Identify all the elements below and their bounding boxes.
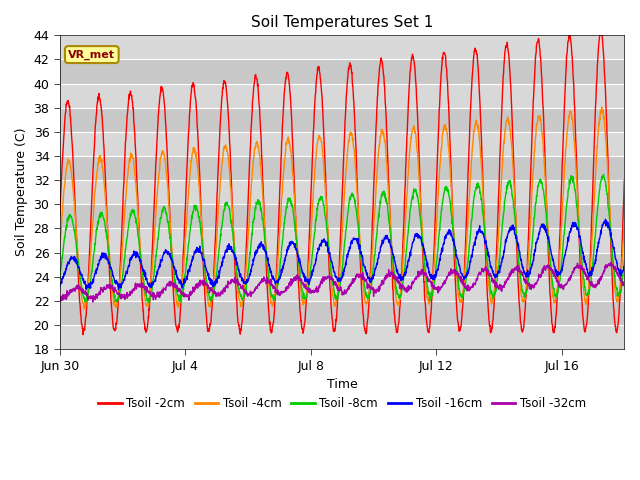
Bar [60,204,624,228]
Title: Soil Temperatures Set 1: Soil Temperatures Set 1 [251,15,433,30]
Tsoil -4cm [268,300,275,305]
Tsoil -16cm [88,281,96,287]
Tsoil -8cm [620,257,628,263]
Tsoil -16cm [115,287,122,293]
Bar [60,84,624,108]
Tsoil -16cm [442,233,449,239]
Bar [60,276,624,301]
Tsoil -16cm [287,242,294,248]
Tsoil -4cm [289,174,297,180]
Tsoil -2cm [597,28,605,34]
Bar [60,156,624,180]
Tsoil -16cm [289,240,297,245]
Tsoil -16cm [56,284,64,289]
Tsoil -32cm [289,276,297,282]
Tsoil -4cm [598,104,605,110]
Tsoil -16cm [268,268,275,274]
Tsoil -32cm [607,260,614,265]
Bar [60,60,624,84]
Bar [60,36,624,60]
Tsoil -16cm [602,216,609,222]
Bar [60,325,624,349]
Tsoil -16cm [620,267,628,273]
Tsoil -32cm [287,279,294,285]
Bar [60,301,624,325]
Tsoil -2cm [56,213,64,218]
Bar [60,252,624,276]
Tsoil -8cm [268,293,275,299]
Tsoil -32cm [620,281,628,287]
Tsoil -8cm [88,266,96,272]
Tsoil -32cm [442,278,449,284]
Tsoil -4cm [177,292,184,298]
Line: Tsoil -4cm: Tsoil -4cm [60,107,624,309]
Text: VR_met: VR_met [68,49,115,60]
Tsoil -32cm [88,294,96,300]
Tsoil -2cm [287,95,294,101]
Legend: Tsoil -2cm, Tsoil -4cm, Tsoil -8cm, Tsoil -16cm, Tsoil -32cm: Tsoil -2cm, Tsoil -4cm, Tsoil -8cm, Tsoi… [93,393,591,415]
Tsoil -8cm [600,171,607,177]
Tsoil -32cm [56,295,64,301]
Bar [60,180,624,204]
Tsoil -4cm [88,225,96,230]
X-axis label: Time: Time [326,378,358,391]
Tsoil -32cm [177,290,184,296]
Tsoil -2cm [177,303,184,309]
Tsoil -8cm [177,299,184,305]
Tsoil -4cm [620,219,628,225]
Tsoil -2cm [442,52,449,58]
Y-axis label: Soil Temperature (C): Soil Temperature (C) [15,128,28,256]
Bar [60,108,624,132]
Tsoil -32cm [268,277,275,283]
Tsoil -4cm [81,306,88,312]
Tsoil -8cm [289,211,297,217]
Bar [60,228,624,252]
Tsoil -4cm [56,242,64,248]
Tsoil -8cm [56,275,64,281]
Tsoil -2cm [79,332,87,337]
Line: Tsoil -2cm: Tsoil -2cm [60,31,624,335]
Line: Tsoil -16cm: Tsoil -16cm [60,219,624,290]
Tsoil -4cm [287,146,294,152]
Tsoil -2cm [620,177,628,183]
Tsoil -2cm [289,153,297,159]
Tsoil -8cm [442,187,449,192]
Tsoil -2cm [88,182,96,188]
Line: Tsoil -8cm: Tsoil -8cm [60,174,624,302]
Tsoil -2cm [268,330,275,336]
Tsoil -32cm [89,299,97,305]
Tsoil -16cm [177,280,184,286]
Tsoil -4cm [442,122,449,128]
Tsoil -8cm [287,198,294,204]
Line: Tsoil -32cm: Tsoil -32cm [60,263,624,302]
Bar [60,132,624,156]
Tsoil -8cm [145,300,152,305]
